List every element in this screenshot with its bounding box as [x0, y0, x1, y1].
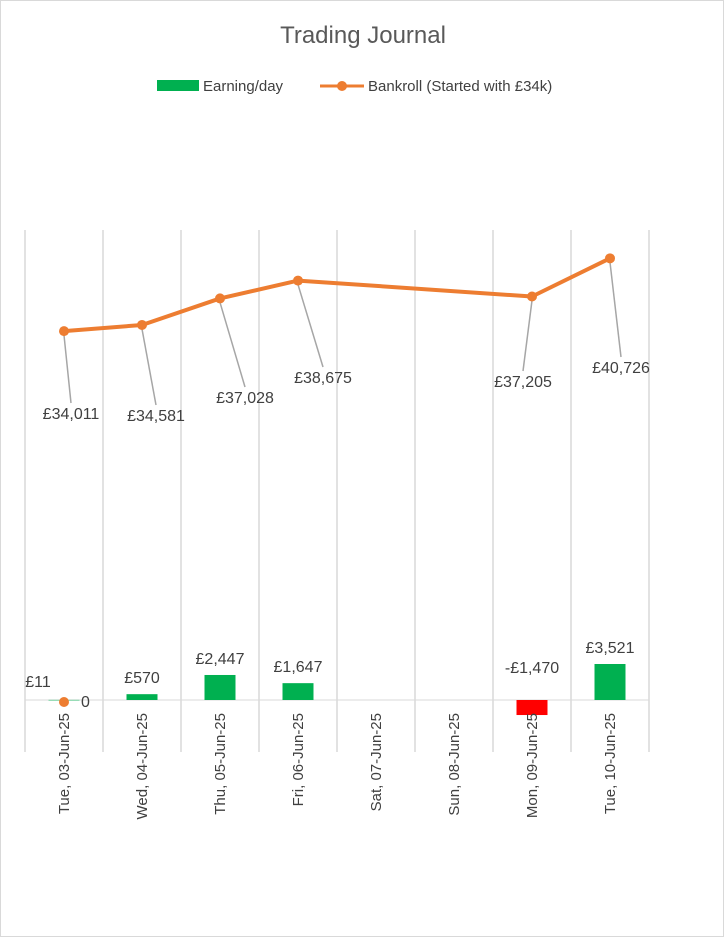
x-tick-label: Wed, 04-Jun-25 [134, 713, 151, 819]
x-tick-label: Fri, 06-Jun-25 [290, 713, 307, 806]
bankroll-points [59, 253, 615, 337]
bankroll-point [59, 326, 69, 337]
earning-label: £1,647 [274, 659, 323, 676]
earning-label: £2,447 [196, 651, 245, 668]
x-tick-label: Mon, 09-Jun-25 [524, 713, 541, 818]
x-tick-label: Sun, 08-Jun-25 [446, 713, 463, 816]
bankroll-point [605, 253, 615, 264]
earning-bar [516, 700, 548, 716]
bankroll-label: £34,581 [127, 408, 185, 425]
legend: Earning/day Bankroll (Started with £34k) [157, 78, 552, 95]
legend-label-bankroll: Bankroll (Started with £34k) [368, 78, 552, 95]
legend-label-earning: Earning/day [203, 78, 284, 95]
chart-title: Trading Journal [280, 22, 446, 49]
x-tick-label: Tue, 03-Jun-25 [56, 713, 73, 814]
leader-line [609, 262, 622, 358]
bankroll-labels: £34,011 £34,581 £37,028 £38,675 £37,205 £40,7… [43, 360, 650, 425]
earning-label: £11 [25, 674, 51, 691]
x-tick-label: Tue, 10-Jun-25 [602, 713, 619, 814]
bankroll-point [293, 275, 303, 286]
legend-marker-bankroll [337, 81, 347, 91]
bankroll-label: £40,726 [592, 360, 650, 377]
x-axis-tick-labels: Tue, 03-Jun-25 Wed, 04-Jun-25 Thu, 05-Jun-… [56, 713, 619, 819]
earning-labels: £11 £570 £2,447 £1,647 -£1,470 £3,521 0 [25, 640, 634, 711]
bankroll-label: £38,675 [294, 370, 352, 387]
leader-line [522, 300, 533, 372]
legend-swatch-earning [157, 80, 199, 91]
earning-label: £570 [124, 670, 160, 687]
earning-bar [204, 674, 236, 700]
bankroll-leader-lines [63, 262, 622, 406]
earning-bar [126, 694, 158, 700]
leader-line [297, 284, 324, 368]
bankroll-line [63, 256, 611, 334]
bankroll-label: £37,028 [216, 390, 274, 407]
earning-label: -£1,470 [505, 660, 559, 677]
bankroll-point [137, 319, 147, 330]
bankroll-label: £37,205 [494, 374, 552, 391]
bankroll-label: £34,011 [43, 406, 100, 423]
x-tick-label: Sat, 07-Jun-25 [368, 713, 385, 811]
earning-label: £3,521 [586, 640, 635, 657]
bankroll-point [215, 293, 225, 304]
zero-marker [59, 697, 69, 707]
bankroll-point [527, 291, 537, 302]
leader-line [141, 328, 157, 406]
gridlines [24, 230, 650, 752]
earning-bar [594, 664, 626, 700]
zero-value-label: 0 [81, 694, 90, 711]
leader-line [219, 302, 246, 388]
earning-bar [282, 683, 314, 700]
leader-line [63, 335, 72, 404]
x-tick-label: Thu, 05-Jun-25 [212, 713, 229, 815]
